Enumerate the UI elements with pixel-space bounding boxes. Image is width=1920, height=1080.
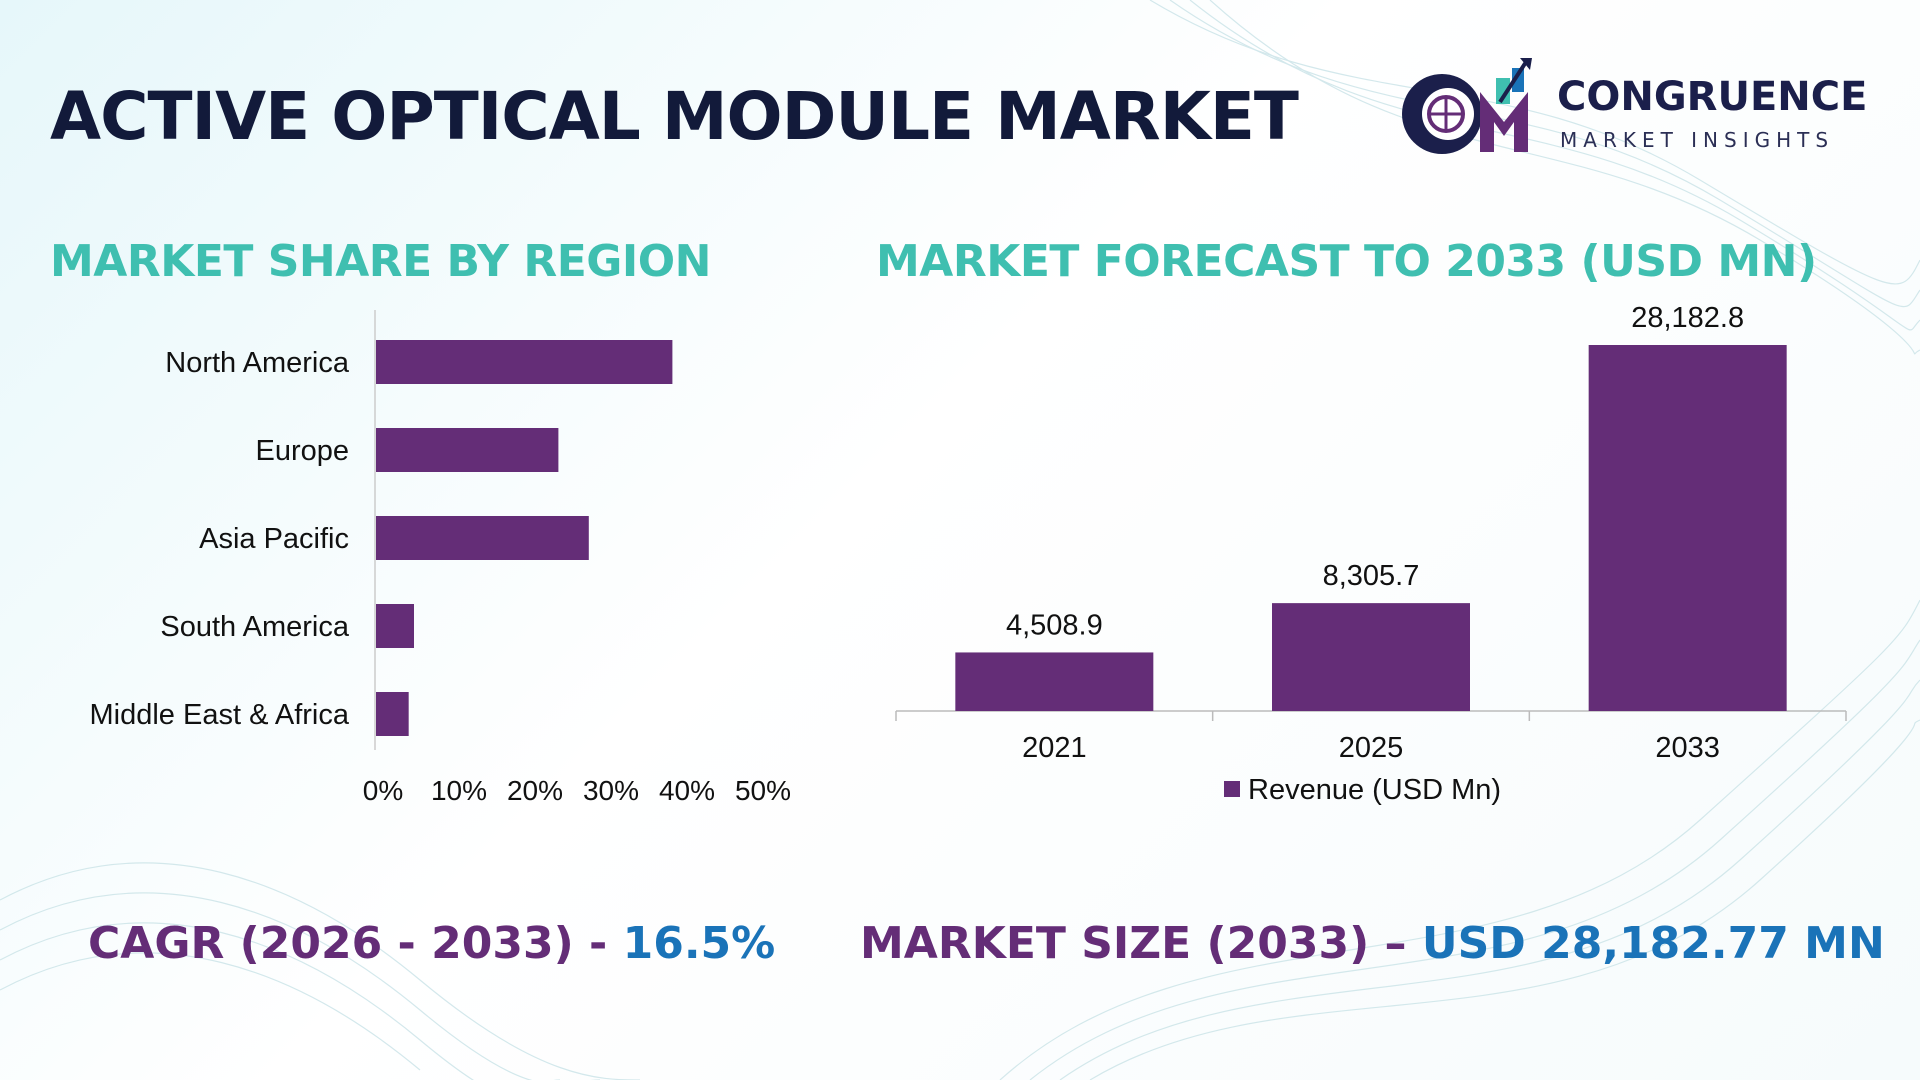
logo-name: CONGRUENCE <box>1557 74 1868 120</box>
tick-label: 40% <box>659 775 715 806</box>
cagr-value: 16.5% <box>622 918 776 969</box>
category-label: North America <box>165 347 350 379</box>
category-label: Middle East & Africa <box>90 699 350 731</box>
category-label: 2021 <box>1022 732 1087 764</box>
category-label: 2033 <box>1655 732 1720 764</box>
category-label: South America <box>160 611 349 643</box>
legend-label: Revenue (USD Mn) <box>1248 774 1501 806</box>
category-label: Europe <box>255 435 349 467</box>
bar-year <box>1588 345 1787 711</box>
logo-tagline: MARKET INSIGHTS <box>1560 128 1835 152</box>
legend-swatch <box>1224 781 1240 797</box>
region-share-chart: North America Europe Asia Pacific South Ame… <box>90 310 791 806</box>
company-logo <box>1402 58 1532 154</box>
category-label: Asia Pacific <box>199 523 349 555</box>
bar-region <box>376 692 409 736</box>
arrow-up-icon <box>1520 58 1532 70</box>
market-forecast-chart: 4,508.9 2021 8,305.7 2025 28,182.8 2033 Revenu… <box>895 305 1847 806</box>
bar-region <box>376 604 414 648</box>
tick-label: 30% <box>583 775 639 806</box>
logo-m-mark <box>1480 92 1528 152</box>
bar-region <box>376 516 589 560</box>
forecast-section-title: MARKET FORECAST TO 2033 (USD MN) <box>876 236 1817 287</box>
tick-label: 50% <box>735 775 791 806</box>
bar-region <box>376 340 673 384</box>
region-section-title: MARKET SHARE BY REGION <box>50 236 712 287</box>
data-label: 4,508.9 <box>1006 609 1103 641</box>
bar-year <box>955 652 1154 711</box>
bar-region <box>376 428 559 472</box>
tick-label: 20% <box>507 775 563 806</box>
market-size-stat: MARKET SIZE (2033) – USD 28,182.77 MN <box>860 918 1885 969</box>
cagr-label: CAGR (2026 - 2033) - <box>88 918 623 969</box>
tick-label: 10% <box>431 775 487 806</box>
data-label: 8,305.7 <box>1323 560 1420 592</box>
market-size-value: USD 28,182.77 MN <box>1421 918 1885 969</box>
category-label: 2025 <box>1339 732 1404 764</box>
tick-label: 0% <box>363 775 403 806</box>
data-label: 28,182.8 <box>1631 305 1744 334</box>
market-size-label: MARKET SIZE (2033) – <box>860 918 1422 969</box>
bar-year <box>1272 603 1470 711</box>
cagr-stat: CAGR (2026 - 2033) - 16.5% <box>88 918 775 969</box>
page-title: ACTIVE OPTICAL MODULE MARKET <box>50 78 1299 155</box>
